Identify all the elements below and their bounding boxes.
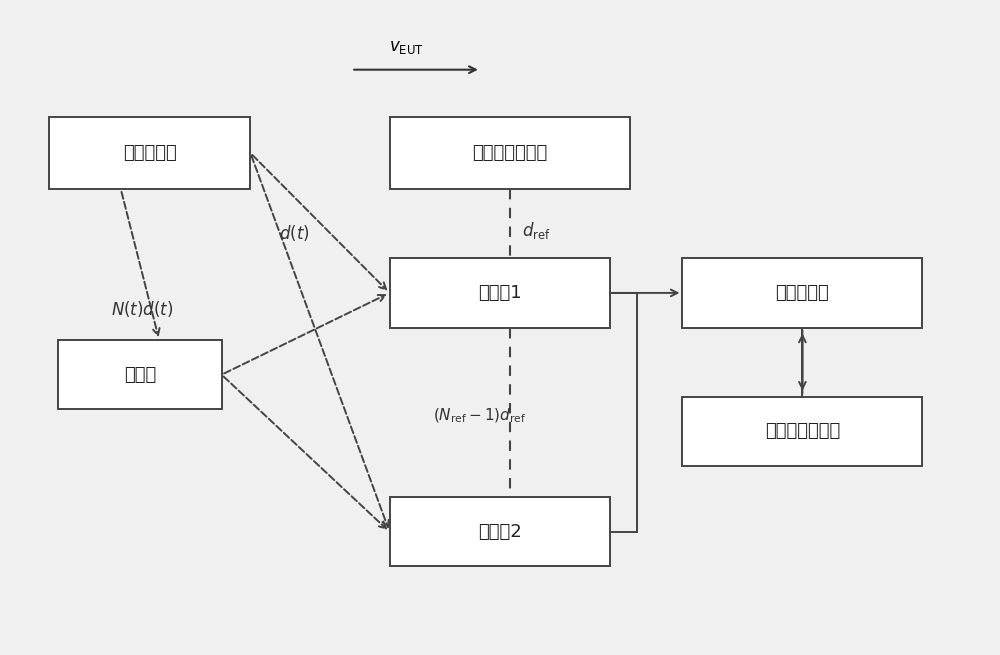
- Text: 用户控制盒显示: 用户控制盒显示: [765, 422, 840, 440]
- FancyBboxPatch shape: [390, 117, 630, 189]
- FancyBboxPatch shape: [390, 258, 610, 328]
- Text: 被测物参考位置: 被测物参考位置: [472, 144, 547, 162]
- Text: 盲信号处理: 盲信号处理: [776, 284, 829, 302]
- FancyBboxPatch shape: [49, 117, 250, 189]
- Text: $N(t)d(t)$: $N(t)d(t)$: [111, 299, 174, 318]
- FancyBboxPatch shape: [58, 340, 222, 409]
- Text: 接收机1: 接收机1: [478, 284, 522, 302]
- Text: $d(t)$: $d(t)$: [279, 223, 310, 243]
- FancyBboxPatch shape: [682, 397, 922, 466]
- Text: $v_{\mathrm{EUT}}$: $v_{\mathrm{EUT}}$: [389, 38, 424, 56]
- Text: $d_{\mathrm{ref}}$: $d_{\mathrm{ref}}$: [522, 219, 551, 240]
- FancyBboxPatch shape: [682, 258, 922, 328]
- Text: 接收机2: 接收机2: [478, 523, 522, 541]
- Text: 被测物位置: 被测物位置: [123, 144, 176, 162]
- Text: $(N_{\mathrm{ref}}-1)d_{\mathrm{ref}}$: $(N_{\mathrm{ref}}-1)d_{\mathrm{ref}}$: [433, 406, 526, 424]
- FancyBboxPatch shape: [390, 497, 610, 567]
- Text: 干扰源: 干扰源: [124, 365, 156, 384]
